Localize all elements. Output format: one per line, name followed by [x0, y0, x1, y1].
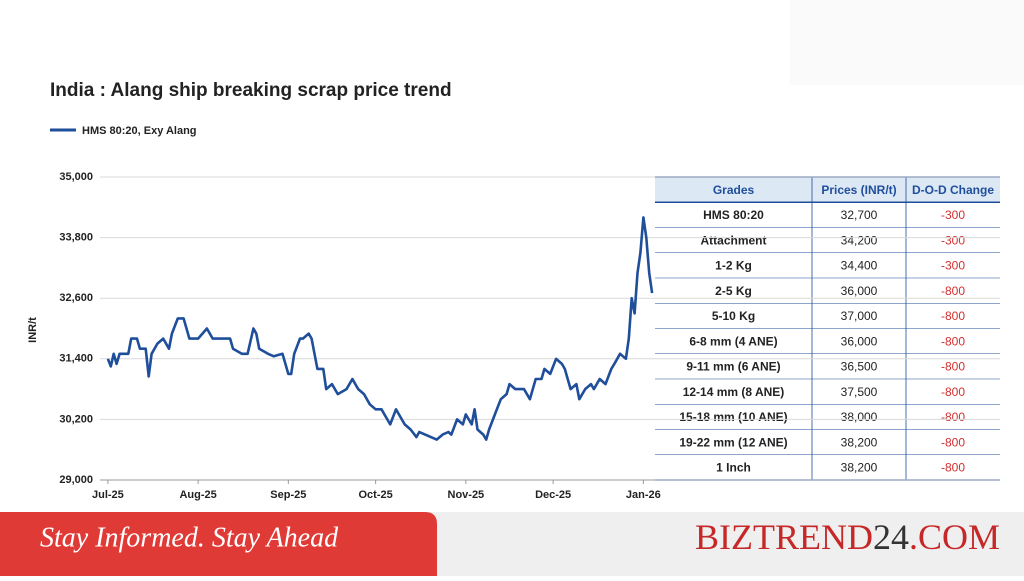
table-header: Grades — [713, 183, 755, 197]
table-cell: -800 — [941, 410, 965, 424]
table-cell: -800 — [941, 309, 965, 323]
table-cell: -800 — [941, 385, 965, 399]
x-tick-label: Jul-25 — [92, 489, 124, 501]
table-cell: 37,000 — [841, 309, 878, 323]
x-tick-label: Dec-25 — [535, 489, 571, 501]
chart-title: India : Alang ship breaking scrap price … — [50, 80, 452, 101]
table-header: D-O-D Change — [912, 183, 994, 197]
x-tick-label: Aug-25 — [179, 489, 216, 501]
table-cell: -300 — [941, 259, 965, 273]
brand: BIZTREND24.COM — [695, 517, 1000, 557]
y-tick-label: 35,000 — [59, 171, 93, 183]
table-cell: Attachment — [700, 233, 766, 247]
y-tick-label: 32,600 — [59, 292, 93, 304]
x-tick-label: Jan-26 — [626, 489, 661, 501]
table-cell: 38,200 — [841, 461, 878, 475]
corner-shade — [790, 0, 1024, 85]
table-cell: -800 — [941, 334, 965, 348]
table-cell: 19-22 mm (12 ANE) — [679, 435, 787, 449]
table-cell: 36,000 — [841, 334, 878, 348]
table-cell: -800 — [941, 461, 965, 475]
table-cell: -300 — [941, 233, 965, 247]
table: Grades Prices (INR/t) D-O-D Change HMS 80:2… — [655, 176, 1000, 481]
table-cell: 5-10 Kg — [712, 309, 755, 323]
table-cell: 15-18 mm (10 ANE) — [679, 410, 787, 424]
legend-label: HMS 80:20, Exy Alang — [82, 125, 197, 137]
table-cell: 9-11 mm (6 ANE) — [686, 360, 780, 374]
table-header-bg — [655, 177, 1000, 203]
y-tick-label: 31,400 — [59, 353, 93, 365]
table-cell: 36,000 — [841, 284, 878, 298]
table-cell: 36,500 — [841, 360, 878, 374]
table-cell: 1-2 Kg — [715, 259, 752, 273]
brand-part: BIZTREND — [695, 517, 873, 557]
table-cell: -300 — [941, 208, 965, 222]
y-axis-label: INR/t — [27, 317, 39, 343]
y-tick-label: 30,200 — [59, 413, 93, 425]
line-series — [106, 216, 654, 441]
table-cell: 2-5 Kg — [715, 284, 752, 298]
table-cell: 34,400 — [841, 259, 878, 273]
table-cell: -800 — [941, 435, 965, 449]
table-cell: -800 — [941, 360, 965, 374]
table-cell: 32,700 — [841, 208, 878, 222]
y-tick-label: 33,800 — [59, 232, 93, 244]
table-cell: HMS 80:20 — [703, 208, 764, 222]
x-tick-label: Nov-25 — [448, 489, 485, 501]
table-header: Prices (INR/t) — [821, 183, 896, 197]
x-tick-label: Sep-25 — [270, 489, 306, 501]
table-cell: 6-8 mm (4 ANE) — [689, 334, 777, 348]
table-cell: 34,200 — [841, 233, 878, 247]
y-tick-label: 29,000 — [59, 474, 93, 486]
table-cell: 38,000 — [841, 410, 878, 424]
table-cell: 37,500 — [841, 385, 878, 399]
x-tick-label: Oct-25 — [359, 489, 393, 501]
brand-part: 24 — [873, 517, 909, 557]
tagline: Stay Informed. Stay Ahead — [40, 522, 339, 553]
banner-tag — [0, 512, 437, 576]
table-cell: -800 — [941, 284, 965, 298]
table-cell: 1 Inch — [716, 461, 751, 475]
brand-part: .COM — [909, 517, 1000, 557]
table-cell: 38,200 — [841, 435, 878, 449]
table-cell: 12-14 mm (8 ANE) — [683, 385, 785, 399]
